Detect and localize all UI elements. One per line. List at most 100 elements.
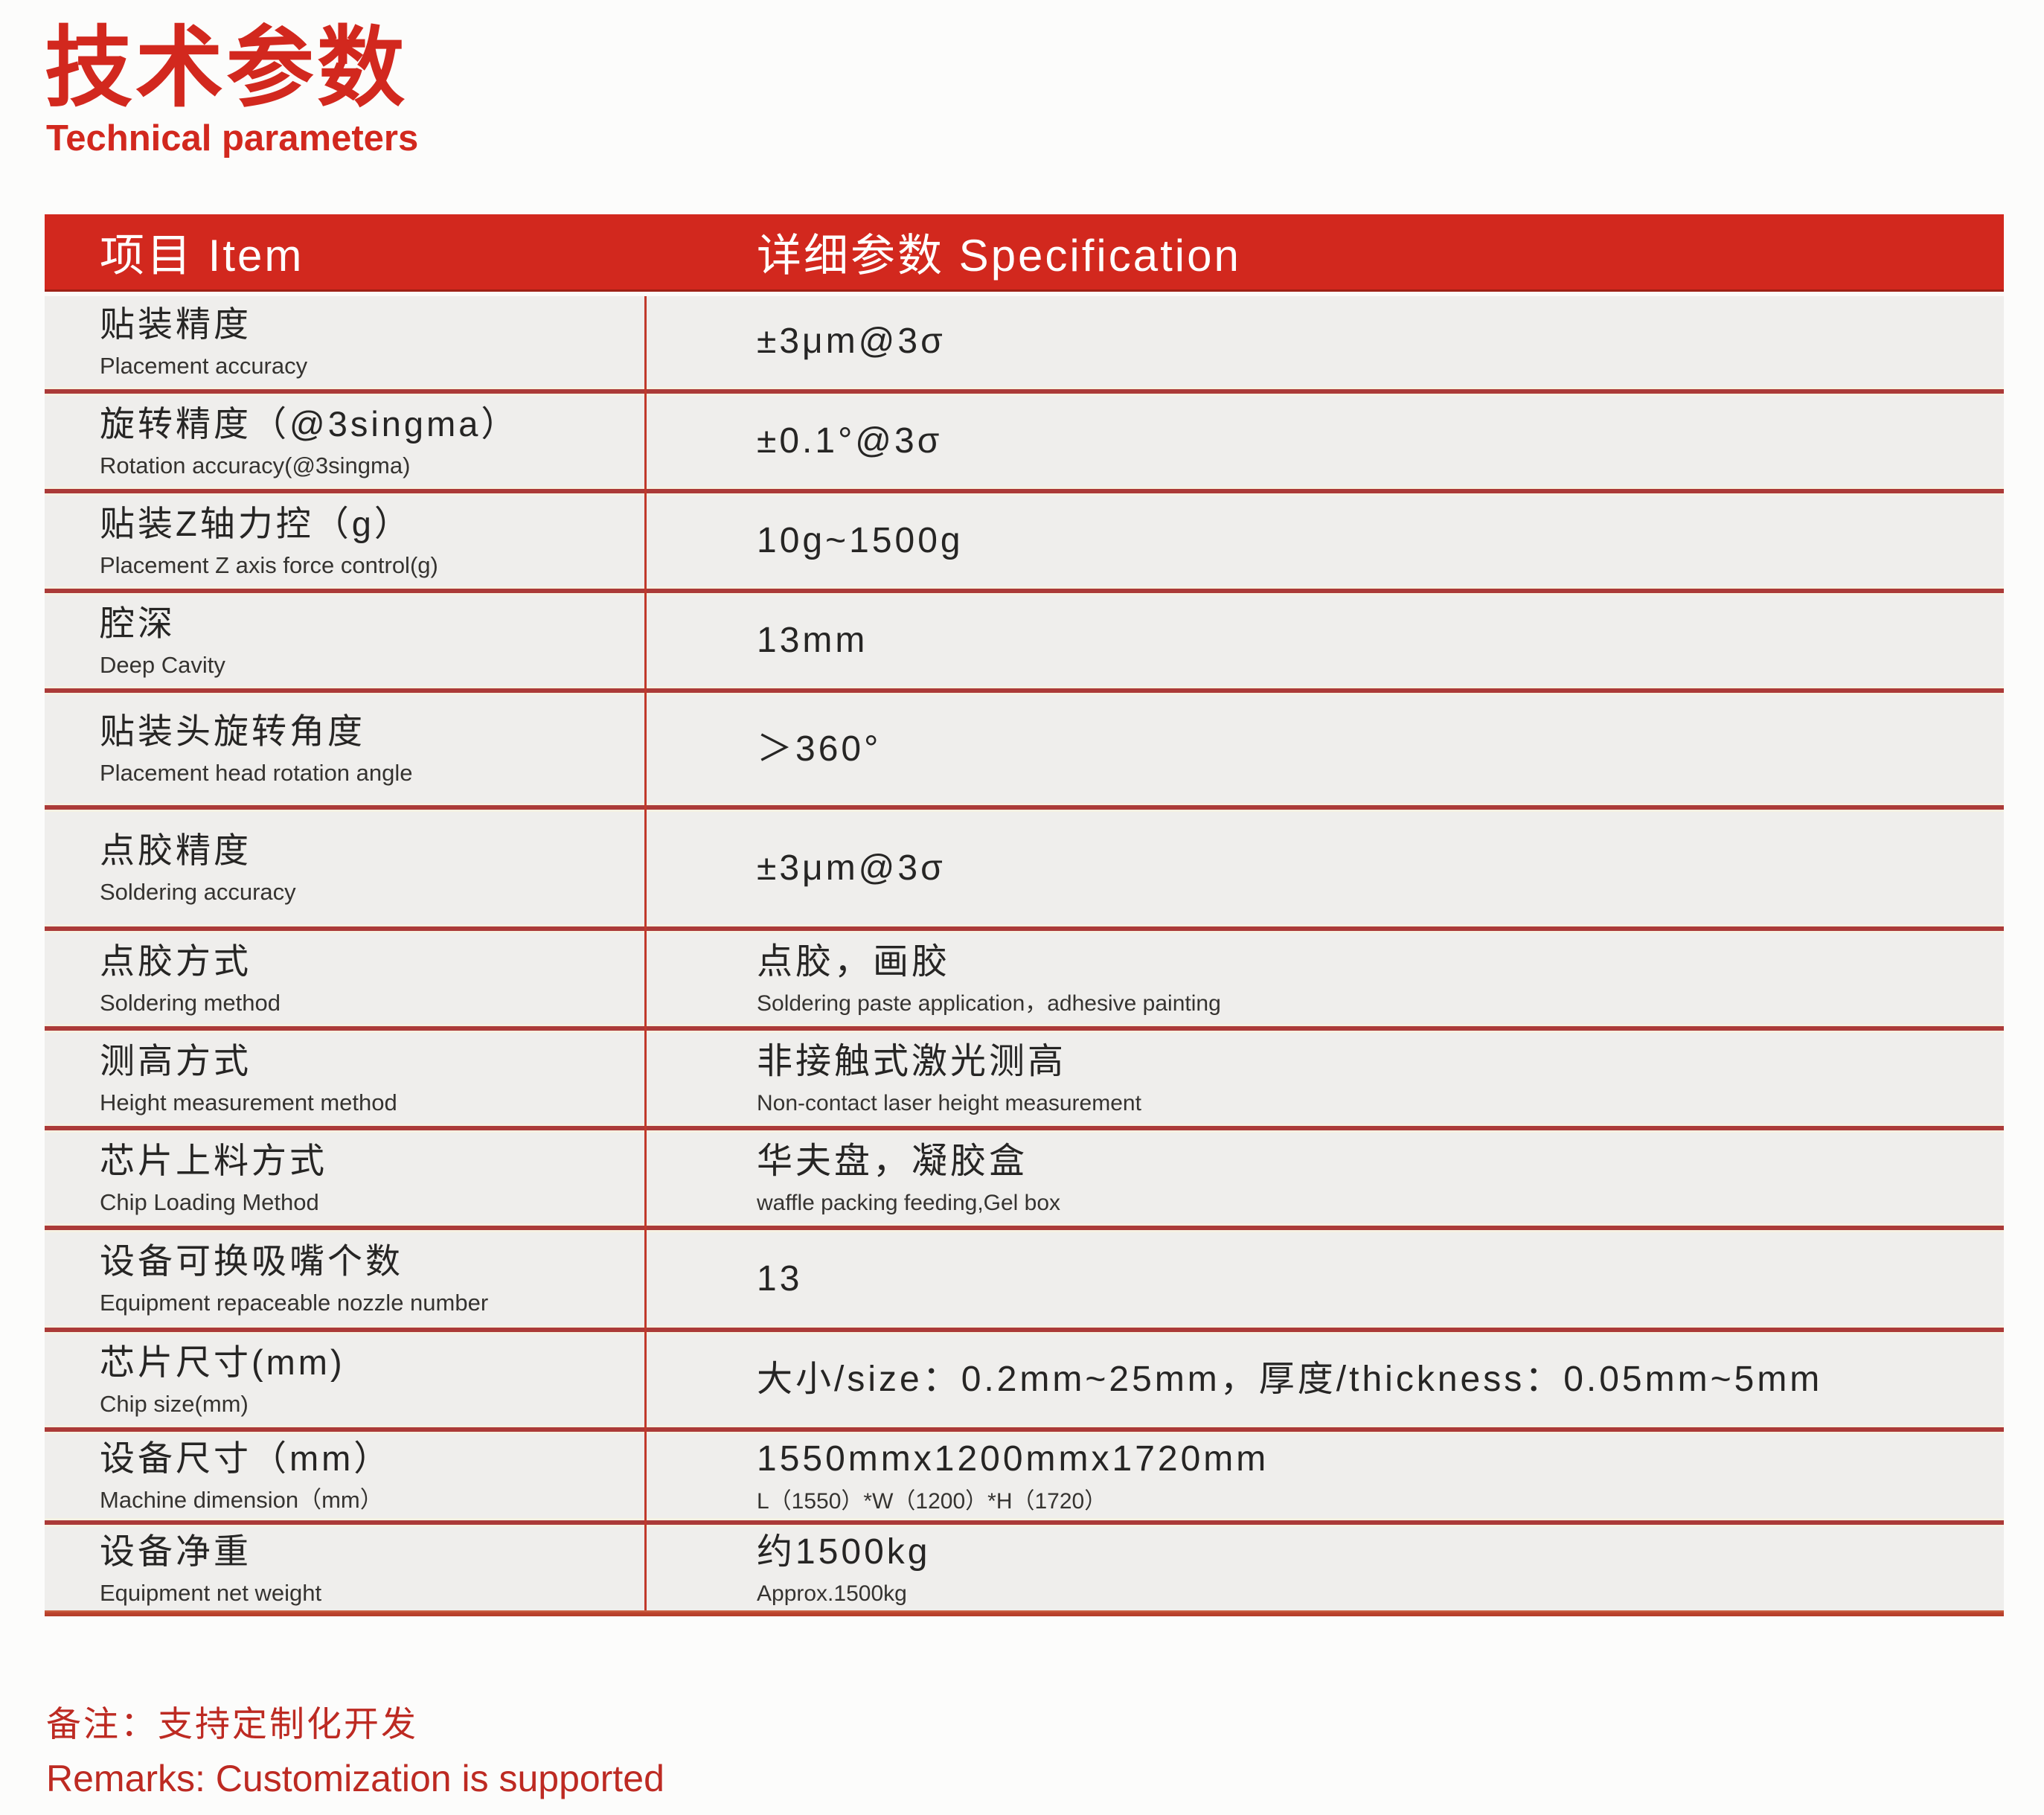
- row-separator: [45, 1325, 2004, 1334]
- row-separator: [45, 1518, 2004, 1527]
- item-cell: 点胶精度 Soldering accuracy: [45, 812, 646, 924]
- table-row: 设备净重 Equipment net weight 约1500kg Approx…: [45, 1527, 2004, 1610]
- column-header-item: 项目 Item: [100, 231, 304, 281]
- spec-cell: 大小/size：0.2mm~25mm，厚度/thickness：0.05mm~5…: [646, 1334, 2004, 1425]
- spec-value: 13: [757, 1258, 803, 1299]
- table-row: 腔深 Deep Cavity 13mm: [45, 595, 2004, 686]
- item-label-zh: 贴装头旋转角度: [100, 711, 365, 752]
- item-label-zh: 点胶方式: [100, 941, 252, 981]
- spec-cell: 13mm: [646, 595, 2004, 686]
- item-label-zh: 芯片上料方式: [100, 1140, 327, 1180]
- item-cell: 芯片尺寸(mm) Chip size(mm): [45, 1334, 646, 1425]
- row-separator: [45, 686, 2004, 695]
- table-row: 点胶方式 Soldering method 点胶，画胶 Soldering pa…: [45, 933, 2004, 1024]
- item-label-en: Machine dimension（mm）: [100, 1487, 383, 1514]
- item-label-en: Placement accuracy: [100, 352, 308, 379]
- item-label-en: Equipment repaceable nozzle number: [100, 1290, 489, 1316]
- item-label-zh: 腔深: [100, 603, 176, 643]
- spec-value: 非接触式激光测高: [757, 1041, 1067, 1081]
- spec-value: 13mm: [757, 621, 868, 661]
- spec-table: 项目 Item 详细参数 Specification 贴装精度 Placemen…: [45, 214, 2004, 1616]
- item-cell: 测高方式 Height measurement method: [45, 1033, 646, 1124]
- spec-cell: 1550mmx1200mmx1720mm L（1550）*W（1200）*H（1…: [646, 1434, 2004, 1518]
- spec-cell: ＞360°: [646, 695, 2004, 803]
- item-label-zh: 设备净重: [100, 1531, 252, 1571]
- item-label-en: Rotation accuracy(@3singma): [100, 452, 411, 478]
- row-separator: [45, 1223, 2004, 1232]
- item-label-en: Placement head rotation angle: [100, 760, 413, 787]
- table-row: 点胶精度 Soldering accuracy ±3μm@3σ: [45, 812, 2004, 924]
- table-row: 设备尺寸（mm） Machine dimension（mm） 1550mmx12…: [45, 1434, 2004, 1518]
- spec-cell: ±3μm@3σ: [646, 296, 2004, 387]
- table-bottom-border: [45, 1610, 2004, 1616]
- spec-value: ±3μm@3σ: [757, 321, 946, 362]
- spec-value: ±0.1°@3σ: [757, 421, 943, 461]
- table-row: 设备可换吸嘴个数 Equipment repaceable nozzle num…: [45, 1232, 2004, 1325]
- row-separator: [45, 1124, 2004, 1133]
- table-body: 贴装精度 Placement accuracy ±3μm@3σ 旋转精度（@3s…: [45, 296, 2004, 1610]
- spec-value: 约1500kg: [757, 1531, 931, 1572]
- table-row: 贴装精度 Placement accuracy ±3μm@3σ: [45, 296, 2004, 387]
- item-label-en: Placement Z axis force control(g): [100, 551, 438, 578]
- item-cell: 设备净重 Equipment net weight: [45, 1527, 646, 1610]
- item-label-en: Height measurement method: [100, 1089, 397, 1115]
- item-cell: 点胶方式 Soldering method: [45, 933, 646, 1024]
- item-cell: 贴装头旋转角度 Placement head rotation angle: [45, 695, 646, 803]
- spec-value: 点胶，画胶: [757, 941, 951, 982]
- item-label-zh: 设备可换吸嘴个数: [100, 1241, 403, 1281]
- item-label-en: Soldering accuracy: [100, 879, 296, 906]
- item-label-zh: 贴装精度: [100, 304, 252, 344]
- spec-cell: 10g~1500g: [646, 496, 2004, 586]
- table-row: 贴装Z轴力控（g） Placement Z axis force control…: [45, 496, 2004, 586]
- item-cell: 旋转精度（@3singma） Rotation accuracy(@3singm…: [45, 396, 646, 487]
- spec-cell: ±3μm@3σ: [646, 812, 2004, 924]
- item-cell: 腔深 Deep Cavity: [45, 595, 646, 686]
- row-separator: [45, 387, 2004, 396]
- row-separator: [45, 924, 2004, 933]
- item-label-en: Chip size(mm): [100, 1390, 249, 1417]
- spec-value-sub: waffle packing feeding,Gel box: [757, 1191, 1061, 1216]
- item-label-en: Soldering method: [100, 989, 281, 1016]
- row-separator: [45, 1425, 2004, 1434]
- spec-value-sub: Non-contact laser height measurement: [757, 1091, 1141, 1116]
- item-label-zh: 贴装Z轴力控（g）: [100, 503, 412, 543]
- spec-value-sub: Soldering paste application，adhesive pai…: [757, 991, 1221, 1017]
- item-label-zh: 测高方式: [100, 1040, 252, 1081]
- item-label-zh: 旋转精度（@3singma）: [100, 403, 519, 444]
- page-subtitle: Technical parameters: [46, 118, 419, 159]
- table-header: 项目 Item 详细参数 Specification: [45, 214, 2004, 292]
- spec-value: 1550mmx1200mmx1720mm: [757, 1439, 1269, 1479]
- spec-value: 华夫盘，凝胶盒: [757, 1141, 1028, 1181]
- item-cell: 设备可换吸嘴个数 Equipment repaceable nozzle num…: [45, 1232, 646, 1325]
- row-separator: [45, 487, 2004, 496]
- table-row: 芯片上料方式 Chip Loading Method 华夫盘，凝胶盒 waffl…: [45, 1133, 2004, 1223]
- spec-value: ＞360°: [757, 729, 882, 769]
- spec-cell: ±0.1°@3σ: [646, 396, 2004, 487]
- table-row: 贴装头旋转角度 Placement head rotation angle ＞3…: [45, 695, 2004, 803]
- remark-en: Remarks: Customization is supported: [46, 1758, 664, 1799]
- row-separator: [45, 586, 2004, 595]
- item-label-en: Deep Cavity: [100, 651, 225, 678]
- column-divider: [644, 296, 647, 1610]
- item-label-zh: 点胶精度: [100, 830, 252, 871]
- item-label-zh: 设备尺寸（mm）: [100, 1438, 392, 1479]
- spec-cell: 点胶，画胶 Soldering paste application，adhesi…: [646, 933, 2004, 1024]
- page-title: 技术参数: [45, 19, 409, 118]
- remarks: 备注：支持定制化开发 Remarks: Customization is sup…: [46, 1695, 664, 1800]
- item-cell: 贴装Z轴力控（g） Placement Z axis force control…: [45, 496, 646, 586]
- column-header-spec: 详细参数 Specification: [757, 231, 1241, 281]
- item-cell: 设备尺寸（mm） Machine dimension（mm）: [45, 1434, 646, 1518]
- spec-value: 10g~1500g: [757, 521, 964, 561]
- row-separator: [45, 803, 2004, 812]
- spec-cell: 约1500kg Approx.1500kg: [646, 1527, 2004, 1610]
- spec-cell: 华夫盘，凝胶盒 waffle packing feeding,Gel box: [646, 1133, 2004, 1223]
- item-label-en: Chip Loading Method: [100, 1188, 319, 1215]
- item-cell: 贴装精度 Placement accuracy: [45, 296, 646, 387]
- spec-value-sub: L（1550）*W（1200）*H（1720）: [757, 1488, 1107, 1514]
- remark-zh: 备注：支持定制化开发: [46, 1704, 418, 1744]
- row-separator: [45, 1024, 2004, 1033]
- item-cell: 芯片上料方式 Chip Loading Method: [45, 1133, 646, 1223]
- item-label-en: Equipment net weight: [100, 1579, 322, 1606]
- spec-cell: 非接触式激光测高 Non-contact laser height measur…: [646, 1033, 2004, 1124]
- table-row: 测高方式 Height measurement method 非接触式激光测高 …: [45, 1033, 2004, 1124]
